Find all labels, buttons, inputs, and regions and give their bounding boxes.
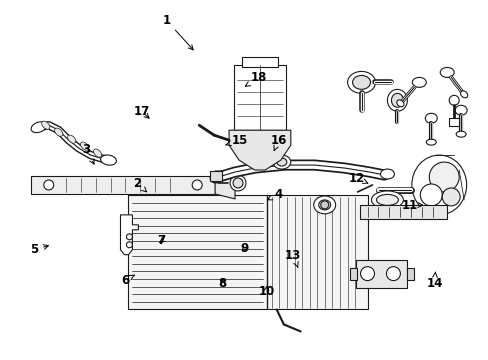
Bar bbox=[31, 176, 215, 194]
Ellipse shape bbox=[425, 113, 436, 123]
Ellipse shape bbox=[386, 89, 407, 111]
Ellipse shape bbox=[411, 155, 466, 215]
Ellipse shape bbox=[439, 67, 453, 77]
Ellipse shape bbox=[41, 121, 50, 129]
Circle shape bbox=[233, 178, 243, 188]
Ellipse shape bbox=[396, 100, 403, 107]
Text: 14: 14 bbox=[426, 272, 442, 291]
Ellipse shape bbox=[390, 93, 403, 107]
Ellipse shape bbox=[455, 131, 465, 137]
Text: 13: 13 bbox=[285, 249, 301, 267]
Text: 16: 16 bbox=[270, 134, 286, 150]
Ellipse shape bbox=[426, 139, 435, 145]
Bar bbox=[407, 268, 413, 280]
Ellipse shape bbox=[31, 122, 46, 132]
Bar bbox=[359, 205, 447, 219]
Ellipse shape bbox=[347, 71, 375, 93]
Ellipse shape bbox=[313, 196, 335, 214]
Polygon shape bbox=[120, 215, 138, 255]
Ellipse shape bbox=[67, 135, 76, 143]
Text: 18: 18 bbox=[245, 71, 267, 86]
Text: 11: 11 bbox=[401, 199, 422, 212]
Ellipse shape bbox=[420, 184, 441, 206]
Bar bbox=[349, 268, 356, 280]
Ellipse shape bbox=[441, 188, 459, 206]
Circle shape bbox=[192, 180, 202, 190]
Text: 2: 2 bbox=[133, 177, 146, 192]
Ellipse shape bbox=[380, 169, 394, 179]
Text: 17: 17 bbox=[134, 105, 150, 118]
Bar bbox=[128, 195, 367, 310]
Ellipse shape bbox=[376, 194, 398, 206]
Bar bbox=[242, 58, 277, 67]
Ellipse shape bbox=[93, 149, 102, 157]
Text: 12: 12 bbox=[347, 172, 367, 185]
Text: 3: 3 bbox=[82, 143, 94, 164]
Ellipse shape bbox=[55, 128, 62, 136]
Ellipse shape bbox=[460, 91, 467, 98]
Ellipse shape bbox=[81, 142, 88, 150]
Polygon shape bbox=[215, 171, 235, 199]
Text: 7: 7 bbox=[157, 234, 165, 247]
Circle shape bbox=[448, 95, 458, 105]
Text: 8: 8 bbox=[218, 278, 226, 291]
Circle shape bbox=[44, 180, 54, 190]
Circle shape bbox=[126, 242, 132, 248]
Bar bbox=[355, 260, 407, 288]
Ellipse shape bbox=[371, 191, 403, 209]
Ellipse shape bbox=[318, 200, 330, 210]
Ellipse shape bbox=[352, 75, 370, 89]
Text: 6: 6 bbox=[121, 274, 134, 287]
Bar bbox=[210, 171, 222, 181]
Bar bbox=[234, 66, 285, 130]
Ellipse shape bbox=[101, 155, 116, 165]
Polygon shape bbox=[228, 130, 290, 170]
Text: 9: 9 bbox=[240, 242, 248, 255]
Circle shape bbox=[386, 267, 400, 280]
Circle shape bbox=[229, 175, 245, 191]
Bar bbox=[448, 118, 458, 126]
Text: 10: 10 bbox=[258, 285, 274, 298]
Circle shape bbox=[320, 201, 328, 209]
Ellipse shape bbox=[276, 158, 286, 166]
Text: 5: 5 bbox=[30, 243, 48, 256]
Circle shape bbox=[360, 267, 374, 280]
Ellipse shape bbox=[411, 77, 426, 87]
Ellipse shape bbox=[454, 105, 466, 115]
Circle shape bbox=[126, 234, 132, 240]
Text: 4: 4 bbox=[267, 188, 282, 201]
Ellipse shape bbox=[272, 155, 290, 169]
Text: 1: 1 bbox=[162, 14, 193, 50]
Text: 15: 15 bbox=[225, 134, 247, 147]
Ellipse shape bbox=[428, 162, 458, 192]
